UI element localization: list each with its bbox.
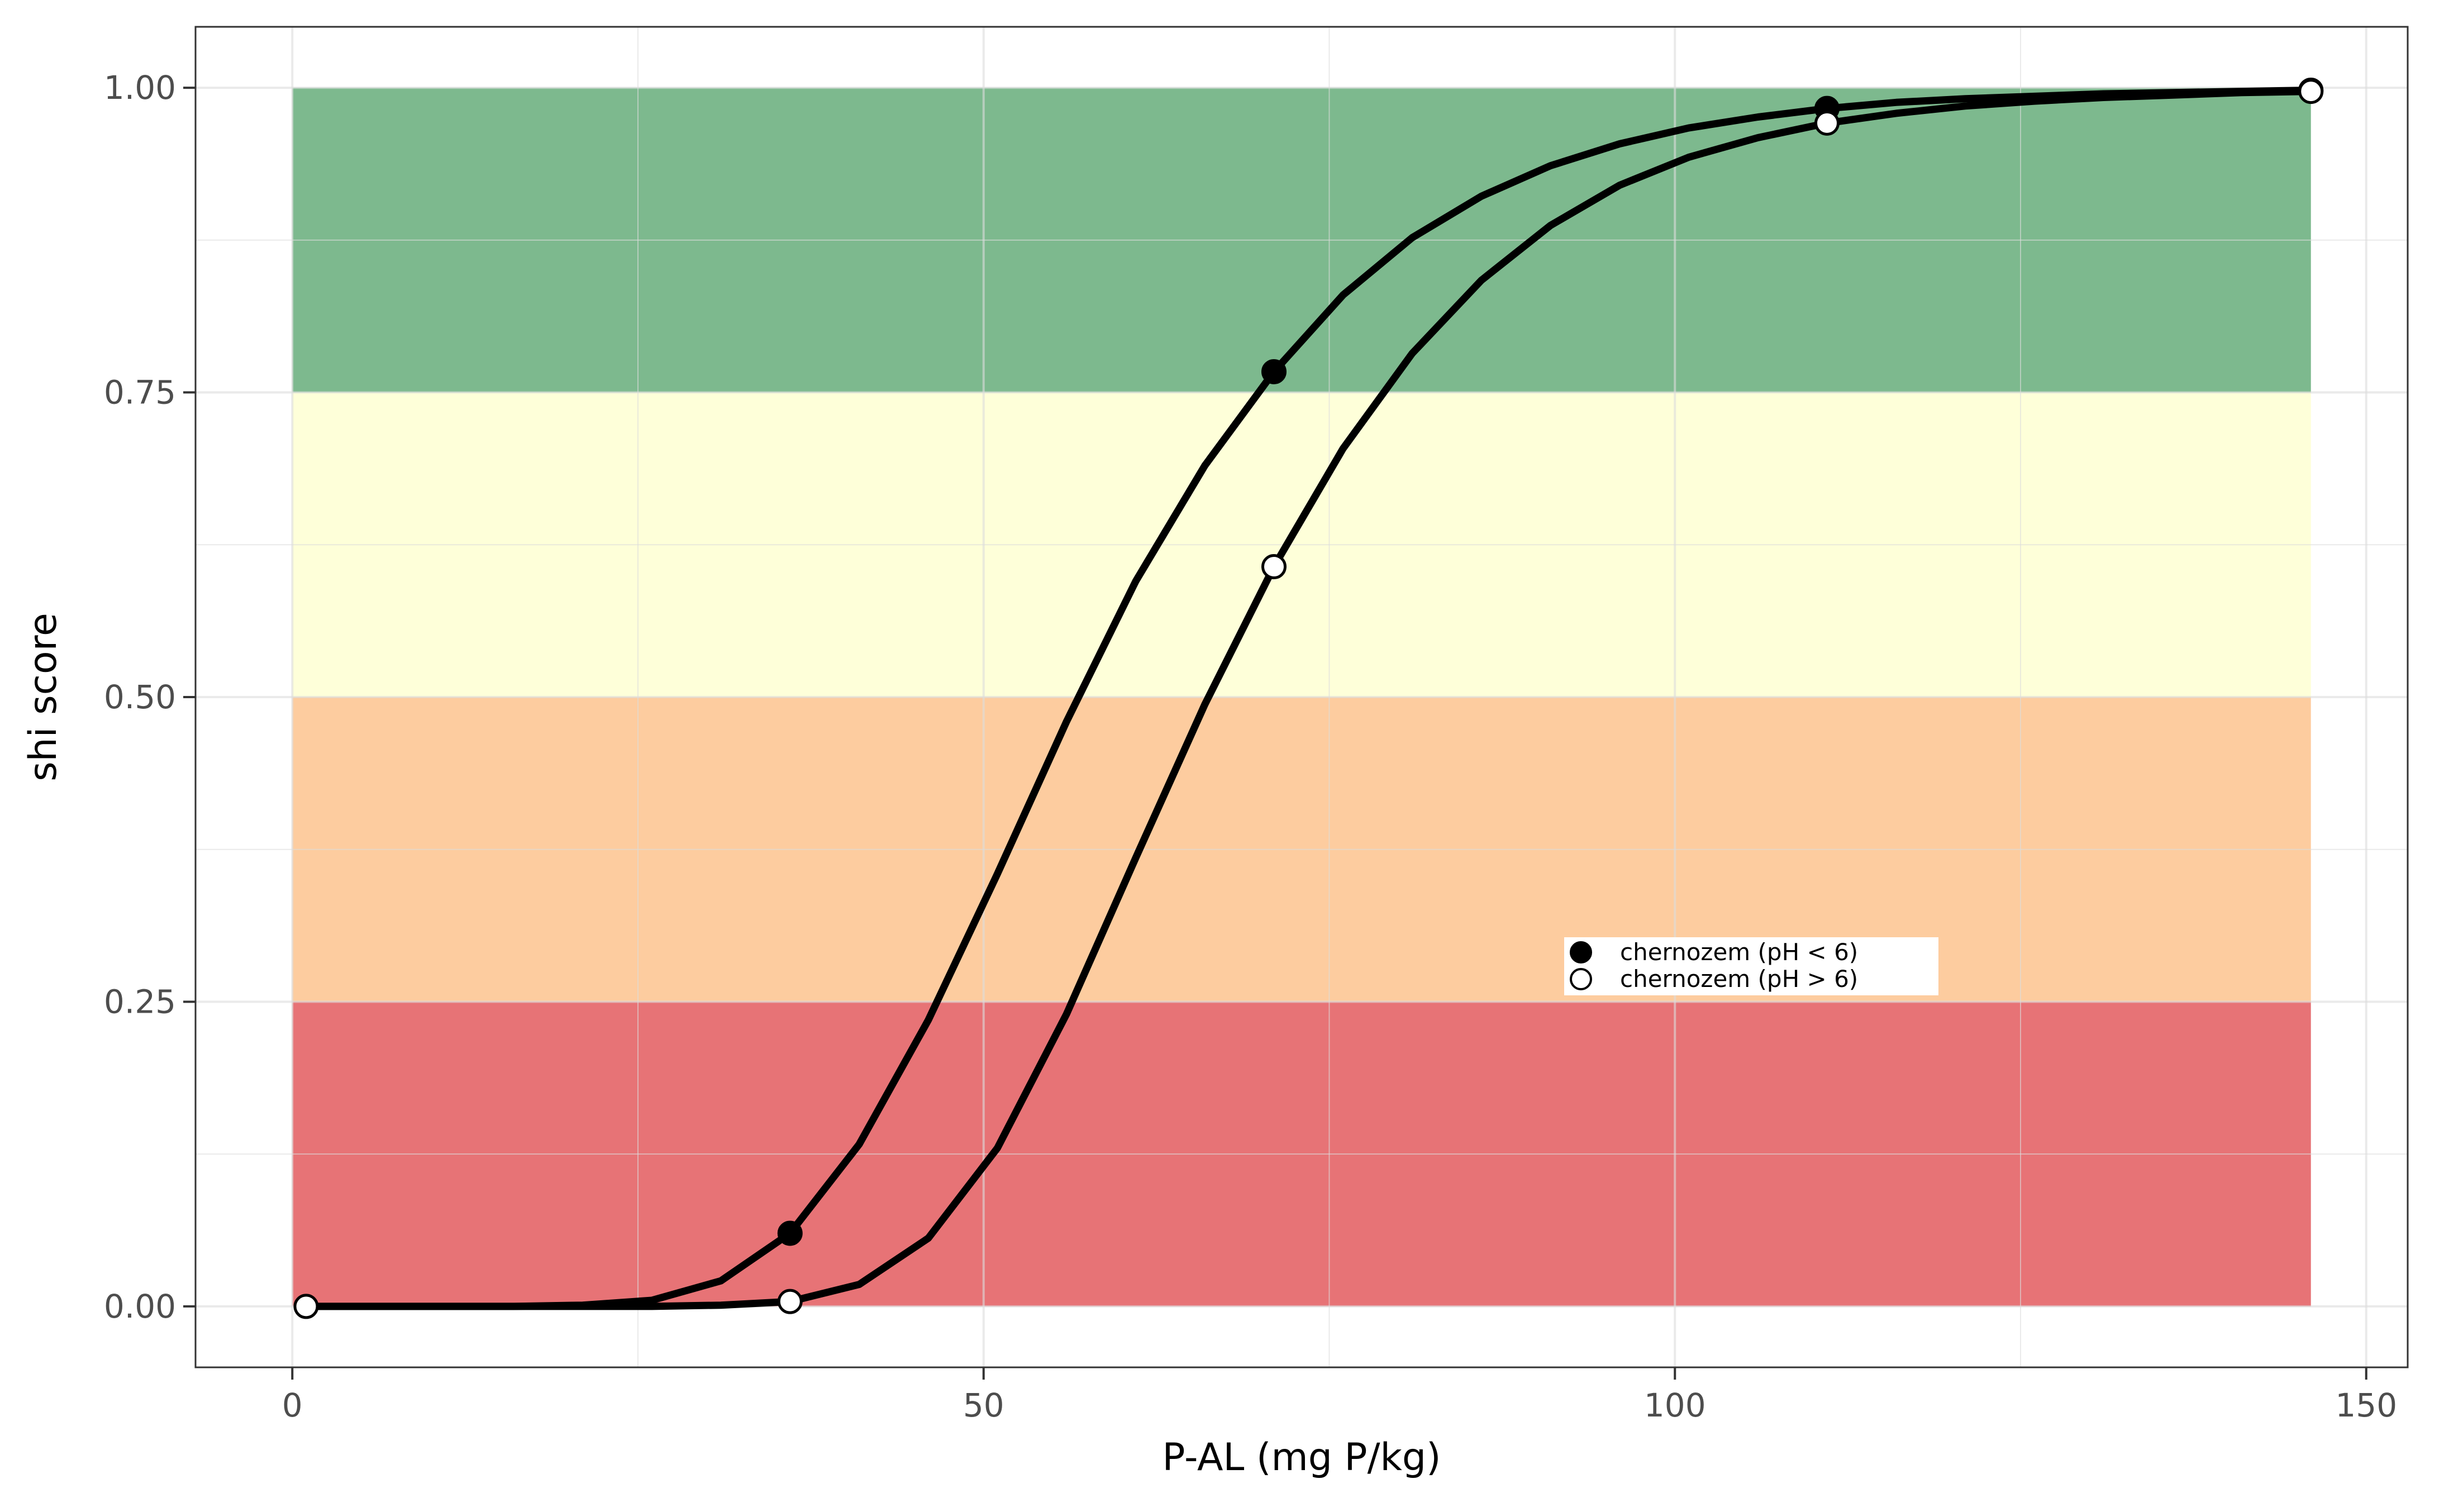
series-line-1 — [302, 88, 2315, 1310]
series-line-0 — [302, 87, 2315, 1310]
y-tick-label: 0.00 — [104, 1287, 176, 1325]
series-point-1 — [293, 1294, 319, 1319]
series-point-1 — [2298, 79, 2324, 104]
legend-label-1: chernozem (pH > 6) — [1620, 965, 1858, 993]
y-axis-label: shi score — [21, 613, 65, 781]
series-layer — [293, 77, 2324, 1319]
legend-box — [1564, 937, 1938, 995]
legend-marker-0 — [1570, 941, 1592, 964]
series-point-1 — [777, 1289, 803, 1314]
y-tick-label: 0.50 — [104, 678, 176, 716]
y-tick-label: 0.25 — [104, 982, 176, 1020]
x-tick-label: 50 — [963, 1386, 1004, 1424]
series-point-1 — [1814, 110, 1840, 136]
series-point-1 — [1261, 554, 1287, 580]
legend-label-0: chernozem (pH < 6) — [1620, 938, 1858, 966]
y-tick-label: 0.75 — [104, 374, 176, 412]
x-tick-label: 150 — [2335, 1386, 2397, 1424]
series-point-0 — [777, 1220, 803, 1246]
legend-marker-1 — [1570, 968, 1592, 990]
x-tick-label: 0 — [282, 1386, 303, 1424]
legend: chernozem (pH < 6)chernozem (pH > 6) — [1564, 937, 1938, 995]
x-tick-label: 100 — [1644, 1386, 1706, 1424]
x-axis-label: P-AL (mg P/kg) — [1162, 1435, 1441, 1480]
series-point-0 — [1261, 359, 1287, 384]
y-tick-label: 1.00 — [104, 69, 176, 107]
axes-layer: 0 50 100 150 0.00 0.25 0.50 0.75 1.00 — [104, 69, 2397, 1424]
grid-layer — [196, 27, 2408, 1367]
